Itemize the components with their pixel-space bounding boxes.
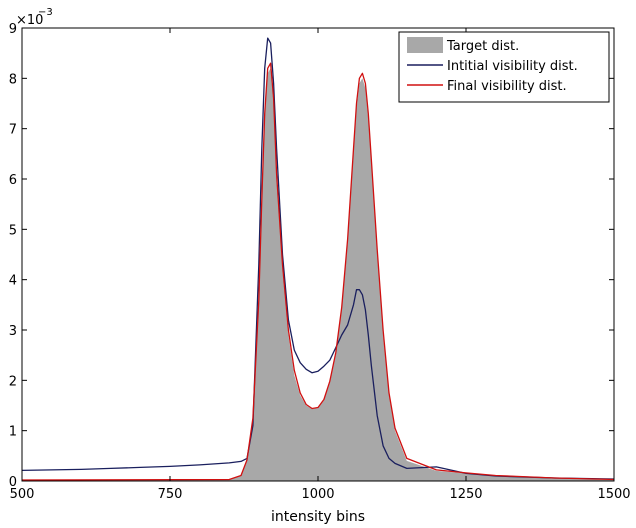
y-tick-label: 8 — [9, 72, 17, 87]
x-tick-label: 500 — [10, 487, 35, 502]
y-tick-label: 0 — [9, 475, 17, 490]
y-tick-label: 5 — [9, 223, 17, 238]
y-tick-label: 6 — [9, 173, 17, 188]
legend-label: Target dist. — [446, 39, 519, 54]
legend-label: Intitial visibility dist. — [447, 59, 578, 74]
y-multiplier-exponent: −3 — [38, 7, 53, 18]
x-axis-label: intensity bins — [271, 509, 365, 525]
x-tick-label: 1500 — [597, 487, 630, 502]
legend-swatch-area — [407, 37, 443, 53]
y-tick-label: 4 — [9, 274, 17, 289]
y-tick-label: 7 — [9, 123, 17, 138]
y-tick-label: 9 — [9, 22, 17, 37]
x-tick-label: 750 — [158, 487, 183, 502]
series-layer — [21, 37, 615, 482]
legend-label: Final visibility dist. — [447, 79, 567, 94]
y-multiplier-base: ×10 — [16, 13, 43, 28]
x-tick-label: 1250 — [449, 487, 482, 502]
y-tick-label: 1 — [9, 425, 17, 440]
series-1-line — [21, 37, 615, 480]
ticks-layer: 500 750 1000 1250 1500 0 1 2 3 4 5 6 7 8 9 — [9, 22, 631, 502]
x-tick-label: 1000 — [301, 487, 334, 502]
y-tick-label: 2 — [9, 374, 17, 389]
y-tick-label: 3 — [9, 324, 17, 339]
series-2-line — [21, 62, 615, 481]
legend: Target dist. Intitial visibility dist. Fin… — [398, 31, 610, 103]
